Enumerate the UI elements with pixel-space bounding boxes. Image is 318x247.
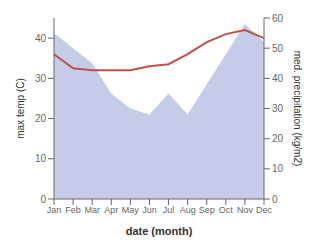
svg-text:40: 40 [35,33,47,44]
svg-text:Aug: Aug [180,205,196,215]
svg-text:May: May [122,205,140,215]
svg-text:60: 60 [272,13,284,24]
svg-text:Jan: Jan [47,205,62,215]
svg-text:0: 0 [272,194,278,205]
svg-text:Feb: Feb [65,205,81,215]
svg-text:Oct: Oct [219,205,234,215]
svg-text:Sep: Sep [199,205,215,215]
svg-text:10: 10 [272,163,284,174]
svg-text:50: 50 [272,43,284,54]
svg-text:Jul: Jul [163,205,175,215]
svg-text:30: 30 [272,103,284,114]
svg-text:20: 20 [272,133,284,144]
svg-text:Mar: Mar [84,205,100,215]
svg-text:40: 40 [272,73,284,84]
svg-text:date (month): date (month) [126,225,193,237]
svg-text:med. precipitation (kg/m2): med. precipitation (kg/m2) [292,51,303,167]
svg-text:Jun: Jun [142,205,157,215]
svg-text:max temp (C): max temp (C) [15,78,26,139]
svg-text:0: 0 [40,194,46,205]
svg-text:10: 10 [35,153,47,164]
svg-text:Dec: Dec [256,205,273,215]
svg-text:20: 20 [35,113,47,124]
svg-text:30: 30 [35,73,47,84]
svg-text:Nov: Nov [237,205,254,215]
svg-text:Apr: Apr [104,205,118,215]
